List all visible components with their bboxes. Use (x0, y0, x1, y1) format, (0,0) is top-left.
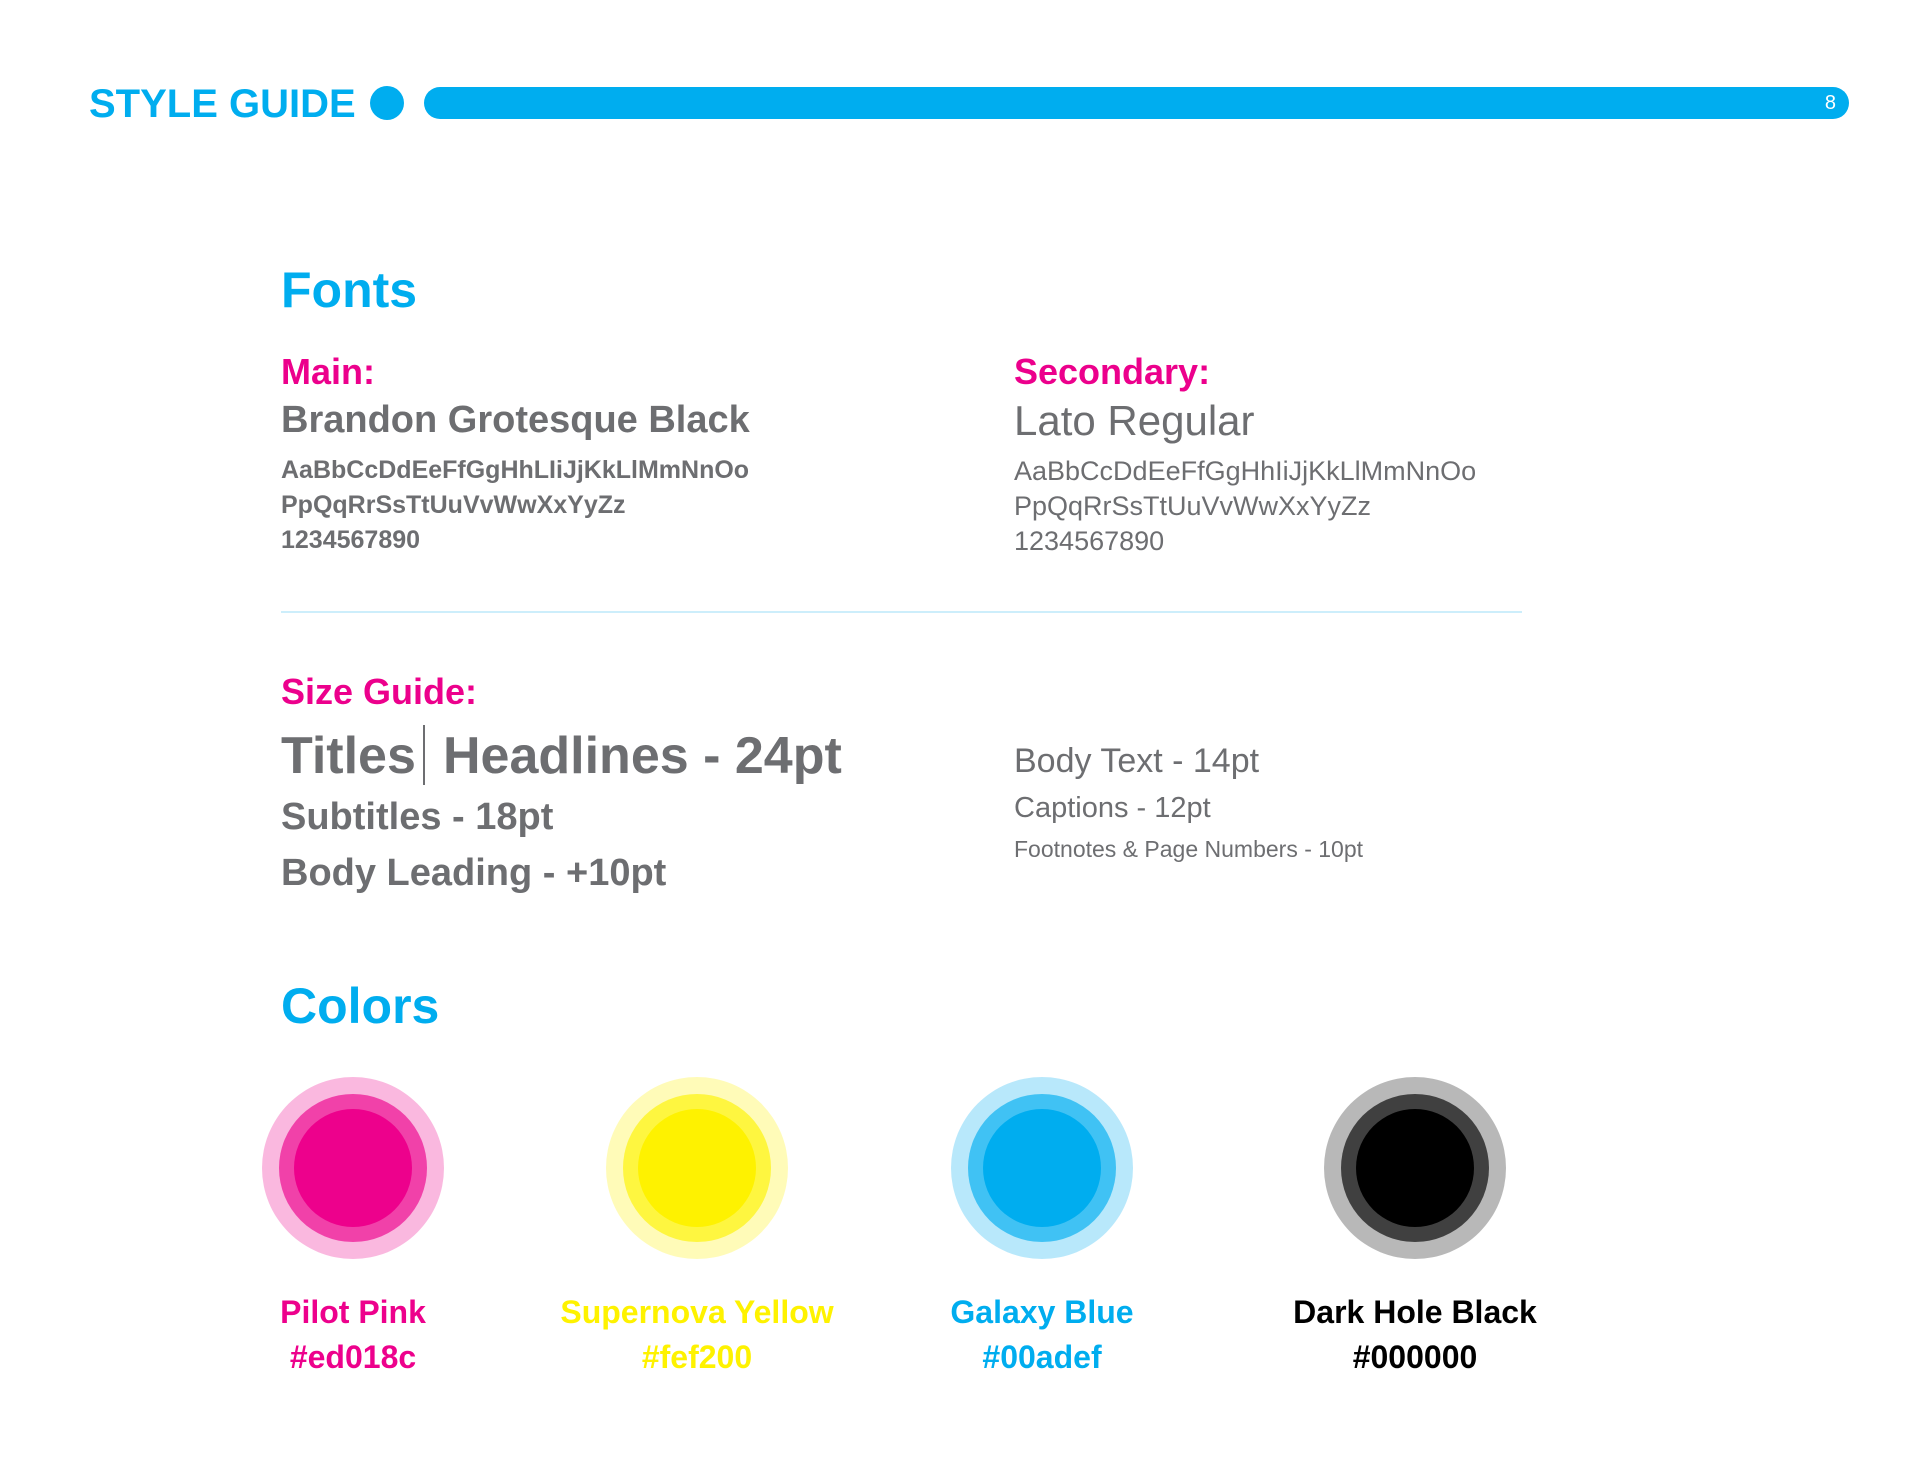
font-sample: PpQqRrSsTtUuVvWwXxYyZz (1014, 491, 1372, 521)
size-sample: Headlines - 24pt (443, 727, 842, 785)
swatch-circle (983, 1109, 1101, 1227)
font-sample: 1234567890 (1014, 526, 1165, 556)
swatch (951, 1077, 1133, 1259)
swatch-name: Pilot Pink (280, 1294, 426, 1330)
font-sample: 1234567890 (281, 526, 421, 554)
swatch-hex: #000000 (1352, 1339, 1478, 1375)
section-title: Colors (281, 978, 440, 1034)
swatch-circle (1356, 1109, 1474, 1227)
font-sample: AaBbCcDdEeFfGgHhLIiJjKkLlMmNnOo (281, 456, 750, 484)
header-dot (370, 86, 404, 120)
size-sample: Captions - 12pt (1014, 792, 1211, 824)
font-sample: AaBbCcDdEeFfGgHhIiJjKkLlMmNnOo (1014, 456, 1477, 486)
swatch-name: Galaxy Blue (950, 1294, 1134, 1330)
font-label: Secondary: (1014, 351, 1211, 392)
font-name: Lato Regular (1014, 397, 1255, 444)
swatch (262, 1077, 444, 1259)
header-bar (424, 87, 1849, 119)
page-number: 8 (1824, 92, 1836, 114)
font-label: Main: (281, 351, 375, 392)
divider (281, 611, 1522, 613)
size-sample: Titles (281, 727, 416, 785)
swatch (606, 1077, 788, 1259)
swatch-name: Dark Hole Black (1293, 1294, 1537, 1330)
font-name: Brandon Grotesque Black (281, 399, 750, 441)
size-sample: Body Leading - +10pt (281, 852, 667, 894)
size-sample: Subtitles - 18pt (281, 796, 554, 838)
swatch (1324, 1077, 1506, 1259)
size-sample: Body Text - 14pt (1014, 742, 1260, 780)
header-title: STYLE GUIDE (89, 82, 356, 126)
swatch-name: Supernova Yellow (560, 1294, 834, 1330)
swatch-circle (638, 1109, 756, 1227)
font-sample: PpQqRrSsTtUuVvWwXxYyZz (281, 491, 626, 519)
swatch-hex: #fef200 (641, 1339, 753, 1375)
section-title: Fonts (281, 262, 418, 318)
swatch-hex: #ed018c (289, 1339, 417, 1375)
swatch-circle (294, 1109, 412, 1227)
size-sample: Footnotes & Page Numbers - 10pt (1014, 836, 1364, 862)
section-label: Size Guide: (281, 671, 478, 712)
separator (423, 725, 425, 785)
swatch-hex: #00adef (982, 1339, 1102, 1375)
